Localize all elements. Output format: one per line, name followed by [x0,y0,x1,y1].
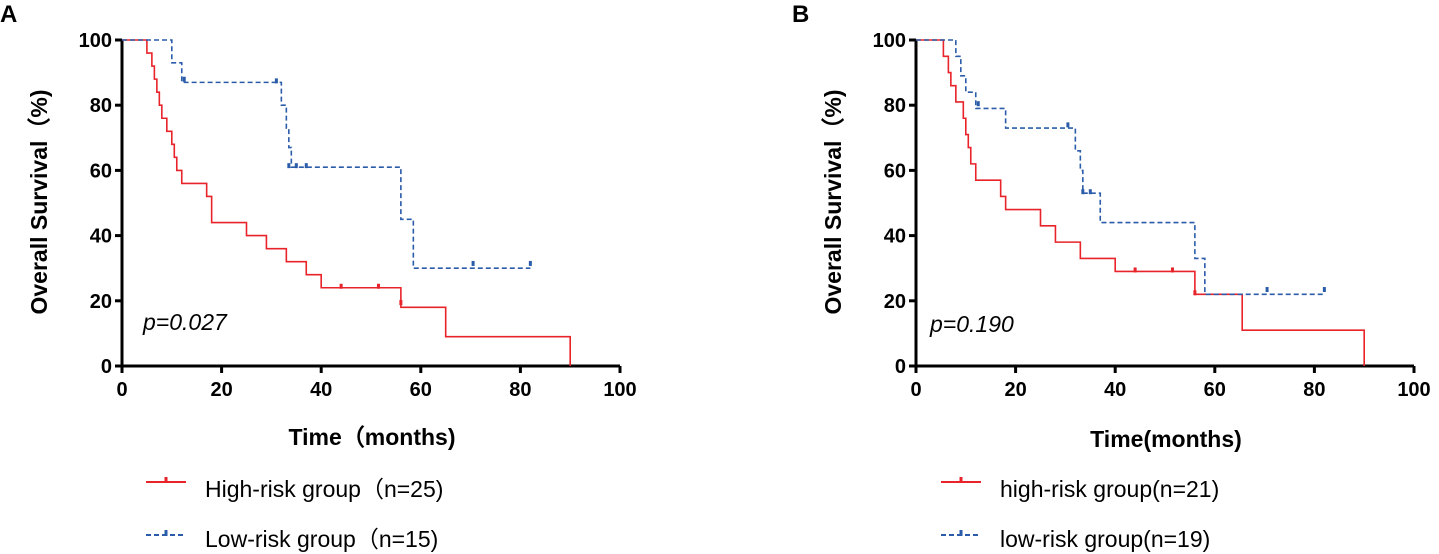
panel-a-y-tick-label: 100 [79,30,112,52]
panel-a-legend-label-high: High-risk group（n=25) [205,476,443,502]
panel-b-y-tick-label: 20 [884,291,906,313]
panel-a-y-tick-label: 60 [90,160,112,182]
panel-a-y-axis-title: Overall Survival（%) [26,90,52,315]
panel-a-x-tick-label: 60 [410,379,432,401]
panel-a-x-tick-label: 0 [116,379,127,401]
panel-b-x-tick-label: 80 [1303,379,1325,401]
panel-b-x-tick-label: 40 [1104,379,1126,401]
panel-a-legend-label-low: Low-risk group（n=15) [205,526,438,552]
panel-a-y-tick-label: 0 [101,356,112,378]
panel-a: A Time（months) Overall Survival（%) p=0.0… [0,1,637,552]
panel-b-x-tick-label: 20 [1004,379,1026,401]
panel-a-y-tick-label: 40 [90,226,112,248]
panel-b-x-tick-label: 100 [1397,379,1430,401]
panel-b-y-tick-label: 100 [873,30,906,52]
panel-b-x-axis-title: Time(months) [1090,426,1242,452]
panel-b-legend: high-risk group(n=21) low-risk group(n=1… [941,476,1219,552]
panel-b-y-axis-title: Overall Survival（%) [820,90,846,315]
panel-a-high-risk-curve [122,39,571,366]
panel-b-y-tick-label: 40 [884,226,906,248]
panel-a-y-tick-label: 20 [90,291,112,313]
panel-b-high-risk-curve [916,39,1365,366]
panel-b-legend-label-high: high-risk group(n=21) [1000,476,1219,502]
panel-b-letter: B [792,1,809,28]
panel-a-y-tick-label: 80 [90,95,112,117]
panel-a-legend: High-risk group（n=25) Low-risk group（n=1… [146,476,443,552]
panel-a-x-tick-label: 80 [509,379,531,401]
panel-a-p-value: p=0.027 [142,309,228,335]
panel-a-x-tick-label: 40 [310,379,332,401]
panel-b-legend-label-low: low-risk group(n=19) [1000,526,1210,552]
panel-b-y-tick-label: 80 [884,95,906,117]
panel-b-x-tick-label: 60 [1204,379,1226,401]
panel-b-y-tick-label: 60 [884,160,906,182]
panel-a-low-risk-curve [122,39,531,269]
panel-a-x-axis-title: Time（months) [289,424,456,450]
panel-b-x-tick-label: 0 [910,379,921,401]
panel-b-y-tick-label: 0 [895,356,906,378]
panel-a-letter: A [0,1,17,28]
panel-a-x-tick-label: 20 [210,379,232,401]
panel-b: B Time(months) Overall Survival（%) p=0.1… [792,1,1431,552]
panel-b-low-risk-curve [916,39,1325,296]
panel-b-p-value: p=0.190 [929,311,1014,337]
panel-a-x-tick-label: 100 [603,379,636,401]
